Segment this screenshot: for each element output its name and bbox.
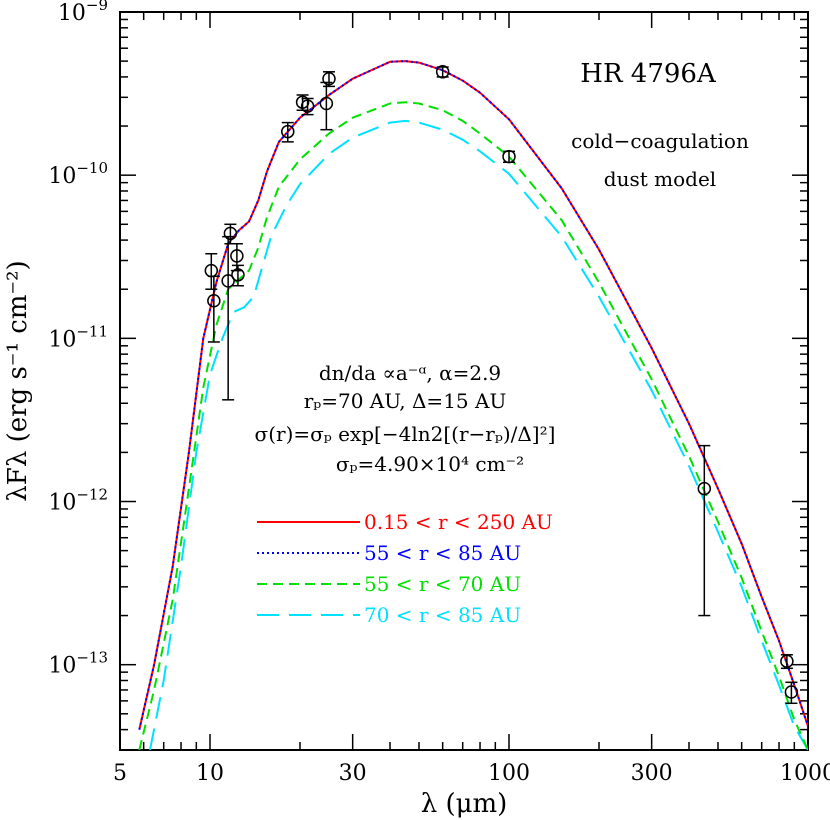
observation-point xyxy=(300,97,315,116)
x-tick-label: 1000 xyxy=(780,761,830,786)
y-tick-label: 10−13 xyxy=(48,649,108,679)
legend: 0.15 < r < 250 AU 55 < r < 85 AU 55 < r … xyxy=(257,510,553,627)
observation-point xyxy=(435,65,450,79)
observation-point xyxy=(231,264,245,287)
data-marker xyxy=(281,124,295,139)
legend-label-green: 55 < r < 70 AU xyxy=(364,572,521,596)
observation-point xyxy=(502,149,516,164)
data-marker xyxy=(300,99,315,113)
observation-point xyxy=(780,654,794,670)
data-marker xyxy=(230,249,244,263)
chart-title: HR 4796A xyxy=(580,59,717,89)
observation-point xyxy=(281,121,295,143)
y-tick-label: 10−10 xyxy=(48,159,108,189)
data-marker xyxy=(322,71,336,86)
data-marker xyxy=(502,149,516,164)
subtitle-line-1: cold−coagulation xyxy=(571,129,749,153)
data-marker xyxy=(784,685,799,699)
observation-point xyxy=(322,71,336,88)
x-tick-label: 30 xyxy=(339,761,367,786)
observation-point xyxy=(207,275,221,343)
axis-tick-labels: 5 10 30 100 300 1000 10−9 10−10 10−11 10−12 10−13 xyxy=(48,0,830,786)
axis-ticks xyxy=(119,11,809,751)
series-line-1 xyxy=(138,60,808,731)
model-curves xyxy=(138,60,808,750)
observation-point xyxy=(230,242,244,272)
subtitle-line-2: dust model xyxy=(604,167,716,191)
x-tick-label: 300 xyxy=(631,761,673,786)
observation-point xyxy=(319,81,334,131)
model-text-1: dn/da ∝a⁻ᵅ, α=2.9 xyxy=(319,361,501,385)
observation-point xyxy=(784,681,799,705)
legend-label-blue: 55 < r < 85 AU xyxy=(364,541,521,565)
plot-frame xyxy=(119,11,809,751)
observation-point xyxy=(221,235,235,401)
data-marker xyxy=(780,654,794,668)
observation-point xyxy=(697,444,712,617)
observation-point xyxy=(223,223,238,245)
observations xyxy=(204,65,799,705)
legend-label-red: 0.15 < r < 250 AU xyxy=(364,510,553,534)
data-marker xyxy=(697,481,712,496)
legend-label-cyan: 70 < r < 85 AU xyxy=(364,603,521,627)
y-tick-label: 10−9 xyxy=(58,0,108,26)
data-marker xyxy=(207,293,221,308)
y-axis-label: λFλ (erg s⁻¹ cm⁻²) xyxy=(3,260,33,501)
series-line-2 xyxy=(138,101,808,750)
data-marker xyxy=(319,96,334,111)
data-marker xyxy=(231,268,245,282)
y-tick-label: 10−11 xyxy=(48,322,108,352)
x-tick-label: 10 xyxy=(196,761,224,786)
data-marker xyxy=(221,274,235,288)
y-tick-label: 10−12 xyxy=(48,486,108,516)
x-axis-label: λ (μm) xyxy=(421,789,508,819)
series-line-3 xyxy=(149,119,808,750)
x-tick-label: 100 xyxy=(488,761,530,786)
model-text-2: rₚ=70 AU, Δ=15 AU xyxy=(304,389,507,413)
data-marker xyxy=(223,226,238,241)
data-marker xyxy=(435,65,450,79)
model-text-3: σ(r)=σₚ exp[−4ln2[(r−rₚ)/Δ]²] xyxy=(255,422,556,446)
model-text-4: σₚ=4.90×10⁴ cm⁻² xyxy=(336,452,524,476)
x-tick-label: 5 xyxy=(113,761,127,786)
